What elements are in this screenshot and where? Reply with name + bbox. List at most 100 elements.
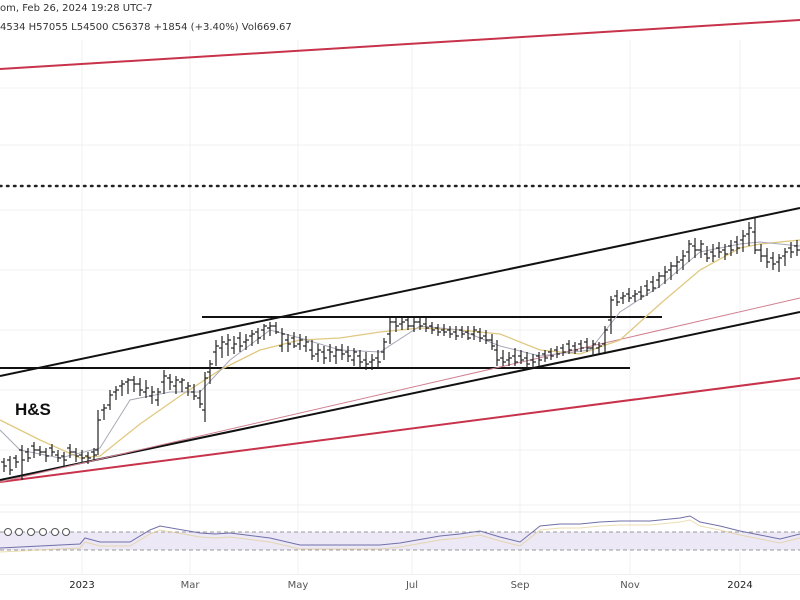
ohlc-bar [155,388,161,406]
ohlc-bar [131,376,137,392]
ohlc-bar [668,262,674,280]
ohlc-bar [650,276,656,292]
ohlc-bar [638,286,644,300]
ohlc-bar [489,334,495,350]
ohlc-bar [327,344,333,362]
rsi-signal-line [0,519,800,553]
ohlc-bar [345,346,351,362]
ohlc-bar [530,354,536,368]
ohlc-bar [710,244,716,262]
ohlc-bar [339,344,345,360]
ohlc-bar [333,346,339,364]
x-tick-label: Jul [405,580,419,591]
ohlc-bar [770,252,776,270]
rsi-marker-icon [39,528,47,536]
ohlc-bar [453,326,459,340]
ohlc-bar [381,338,387,360]
ohlc-bar [758,244,764,262]
ohlc-bar [125,378,131,394]
ohlc-bar [596,342,602,354]
ohlc-bar [149,386,155,404]
ohlc-bar [61,452,67,466]
x-tick-label: 2023 [69,580,95,591]
ohlc-bar [179,378,185,392]
ohlc-bar [441,324,447,336]
ohlc-bar [506,352,512,366]
ohlc-bar [626,288,632,302]
ohlc-bar [113,386,119,400]
ohlc-bar [674,256,680,274]
ma-slow-line [0,239,800,459]
ohlc-bar [740,230,746,252]
ohlc-bar [321,346,327,364]
ohlc-bar [285,334,291,352]
ohlc-bar [219,336,225,358]
ohlc-bar [399,318,405,330]
ohlc-bar [614,290,620,306]
ohlc-bar [782,248,788,266]
ohlc-bar [207,360,213,384]
ohlc-bar [137,378,143,396]
ohlc-bar [698,240,704,258]
ohlc-bar [776,254,782,272]
ohlc-bar [243,334,249,350]
ohlc-bar [590,340,596,356]
moving-averages [0,239,800,459]
ma-long-pink-line [0,297,800,483]
ohlc-bar [273,322,279,334]
ohlc-bar [620,292,626,304]
ohlc-bar [315,344,321,362]
ohlc-bar [632,290,638,302]
x-tick-label: May [287,580,309,591]
ohlc-bar [656,272,662,288]
ohlc-bar [357,350,363,368]
ohlc-bar [31,442,37,458]
ohlc-bar [572,342,578,354]
x-tick-label: Sep [510,580,530,591]
ohlc-bar [393,318,399,332]
ohlc-bar [225,334,231,356]
ohlc-bar [788,242,794,258]
ohlc-bar [85,452,91,464]
ohlc-bar [471,326,477,340]
ohlc-bar [584,338,590,352]
ohlc-bar [417,318,423,330]
chart-header: om, Feb 26, 2024 19:28 UTC-7 4534 H57055… [0,0,800,40]
ohlc-bar [746,222,752,246]
ohlc-bar [185,382,191,396]
time-axis[interactable]: 2023 Mar May Jul Sep Nov 2024 [0,574,800,597]
ohlc-bars [1,218,800,480]
rsi-marker-icon [4,528,12,536]
rsi-line [0,515,800,549]
symbol-datetime: om, Feb 26, 2024 19:28 UTC-7 [0,3,153,14]
ohlc-bar [55,450,61,462]
ohlc-bar [197,390,203,408]
ohlc-bar [202,372,208,422]
ohlc-bar [213,340,219,366]
ohlc-bar [524,352,530,368]
trendlines [0,19,800,483]
ohlc-bar [19,445,25,480]
ohlc-bar [728,240,734,256]
x-tick-label: Mar [180,580,200,591]
ohlc-bar [143,380,149,398]
ohlc-bar [704,246,710,262]
ohlc-bar [161,370,167,394]
price-chart[interactable] [0,0,800,575]
rsi-marker-icon [27,528,35,536]
rsi-marker-icon [15,528,23,536]
ohlc-readout: 4534 H57055 L54500 C56378 +1854 (+3.40%)… [0,22,292,33]
ohlc-bar [49,444,55,456]
ohlc-bar [7,456,13,475]
ohlc-bar [548,348,554,360]
ohlc-bar [375,350,381,368]
rsi-indicator-pane [0,511,800,553]
x-tick-label: 2024 [727,580,753,591]
rsi-marker-icon [51,528,59,536]
ohlc-bar [752,218,758,254]
ohlc-bar [249,330,255,346]
ohlc-bar [95,410,101,455]
ohlc-bar [405,318,411,330]
ohlc-bar [369,354,375,370]
ohlc-bar [101,404,107,420]
